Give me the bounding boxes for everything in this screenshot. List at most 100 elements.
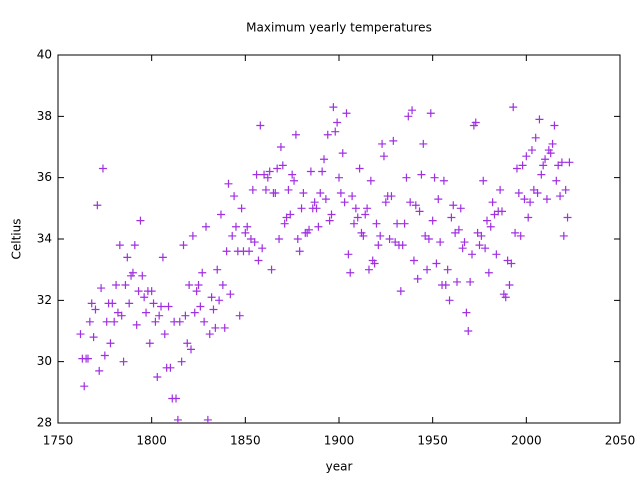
point [136,216,145,225]
point [256,121,265,130]
point [428,216,437,225]
point [187,345,196,354]
x-tick-label: 2050 [605,434,636,448]
x-tick-label: 1800 [136,434,167,448]
point [123,253,132,262]
point [327,210,336,219]
point [226,290,235,299]
point [134,287,143,296]
point [497,207,506,216]
point [115,241,124,250]
point [486,222,495,231]
point [323,130,332,139]
point [216,210,225,219]
point [406,198,415,207]
point [419,139,428,148]
y-tick-label: 38 [37,109,52,123]
point [385,235,394,243]
point [411,201,420,210]
point [252,170,261,179]
point [198,268,207,277]
point [241,228,250,237]
point [364,265,373,274]
point [336,189,345,197]
point [561,185,570,194]
point [402,173,411,182]
x-tick-label: 1750 [43,434,74,448]
point [481,244,490,253]
point [106,339,115,348]
point [89,333,98,342]
point [179,241,188,250]
point [335,173,343,182]
point [349,219,358,228]
point [254,256,263,265]
point [297,204,306,213]
point [379,152,388,161]
point [125,299,134,308]
point [211,323,220,332]
point [164,302,173,311]
point [110,317,119,326]
point [91,305,100,314]
point [237,204,246,213]
point [188,231,197,240]
point [537,170,546,179]
point [276,143,285,151]
point [275,235,284,243]
point [447,213,456,222]
point [546,149,555,158]
point [484,268,493,277]
point [492,250,501,259]
point [565,158,574,167]
point [535,115,544,124]
point [389,136,398,145]
point [477,231,486,240]
point [200,317,209,326]
point [112,281,121,289]
point [185,281,194,289]
point [130,241,139,250]
y-tick-label: 40 [37,48,52,62]
y-tick-label: 28 [37,416,52,430]
point [393,219,402,228]
point [98,164,107,173]
point [462,308,471,317]
x-tick-label: 1850 [230,434,261,448]
point [142,308,151,317]
point [514,189,523,197]
point [454,225,463,234]
point [310,198,319,207]
point [108,299,117,308]
point [175,317,184,326]
point [351,204,360,213]
point [464,327,473,335]
point [314,222,323,231]
plot-frame [57,54,621,424]
y-tick-label: 30 [37,354,52,368]
point [372,219,381,228]
point [381,198,390,207]
point [207,293,216,302]
point [100,351,109,360]
point [117,311,126,320]
point [344,250,353,259]
x-axis-label: year [326,460,353,474]
point [363,204,372,213]
point [556,192,565,201]
point [245,247,254,256]
point [201,222,210,231]
point [378,139,387,148]
point [333,118,342,127]
point [509,103,518,112]
point [466,277,475,286]
point [439,176,448,185]
point [520,195,529,204]
point [359,231,368,240]
point [479,176,488,185]
point [557,158,566,167]
point [434,195,443,204]
point [316,189,325,197]
point [224,179,233,188]
point [278,161,287,170]
